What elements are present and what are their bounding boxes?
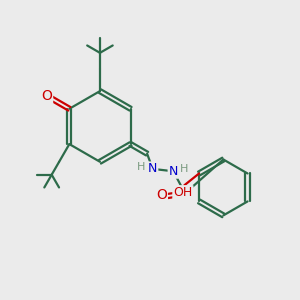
Text: H: H — [180, 164, 189, 174]
Text: N: N — [148, 162, 157, 176]
Text: N: N — [169, 165, 178, 178]
Text: OH: OH — [173, 186, 193, 199]
Text: H: H — [137, 161, 146, 172]
Text: O: O — [156, 188, 167, 203]
Text: O: O — [41, 89, 52, 103]
